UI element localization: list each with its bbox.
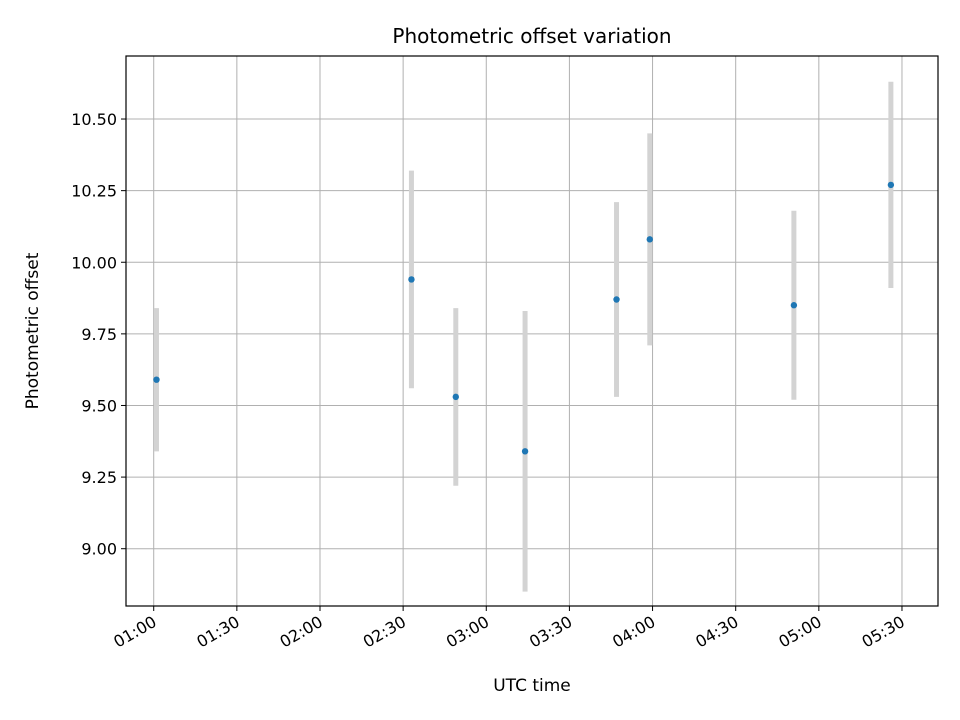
x-tick-label: 02:30 bbox=[360, 612, 409, 652]
x-tick-label: 01:00 bbox=[110, 612, 159, 652]
data-point bbox=[521, 448, 529, 455]
plot-frame bbox=[125, 55, 939, 607]
x-axis-ticks: 01:00 01:30 02:00 02:30 03:00 03:30 04:00 04:30… bbox=[110, 606, 908, 652]
y-tick-label: 10.25 bbox=[71, 182, 117, 201]
y-tick-label: 10.50 bbox=[71, 110, 117, 129]
y-tick-label: 10.00 bbox=[71, 253, 117, 272]
y-tick-label: 9.75 bbox=[81, 325, 117, 344]
x-tick-label: 05:00 bbox=[775, 612, 824, 652]
data-point bbox=[452, 393, 459, 401]
grid bbox=[126, 56, 938, 606]
data-point bbox=[408, 276, 415, 283]
data-point bbox=[887, 181, 895, 189]
y-tick-label: 9.50 bbox=[81, 396, 117, 415]
x-axis-label: UTC time bbox=[493, 676, 571, 696]
data-point bbox=[153, 376, 160, 383]
error-bars bbox=[153, 81, 894, 592]
y-axis-ticks: 9.00 9.25 9.50 9.75 10.00 10.25 10.50 bbox=[71, 110, 126, 559]
x-tick-label: 04:00 bbox=[609, 612, 658, 652]
x-tick-label: 03:00 bbox=[443, 612, 492, 652]
y-tick-label: 9.00 bbox=[81, 540, 117, 559]
x-tick-label: 05:30 bbox=[859, 612, 908, 652]
data-point bbox=[613, 296, 620, 303]
data-point bbox=[646, 236, 653, 243]
chart-title: Photometric offset variation bbox=[392, 24, 671, 48]
x-tick-label: 02:00 bbox=[277, 612, 326, 652]
x-tick-label: 04:30 bbox=[692, 612, 741, 652]
data-points bbox=[153, 181, 895, 455]
x-tick-label: 01:30 bbox=[193, 612, 242, 652]
data-point bbox=[790, 302, 798, 309]
y-axis-label: Photometric offset bbox=[23, 252, 43, 409]
x-tick-label: 03:30 bbox=[526, 612, 575, 652]
y-tick-label: 9.25 bbox=[81, 468, 117, 487]
